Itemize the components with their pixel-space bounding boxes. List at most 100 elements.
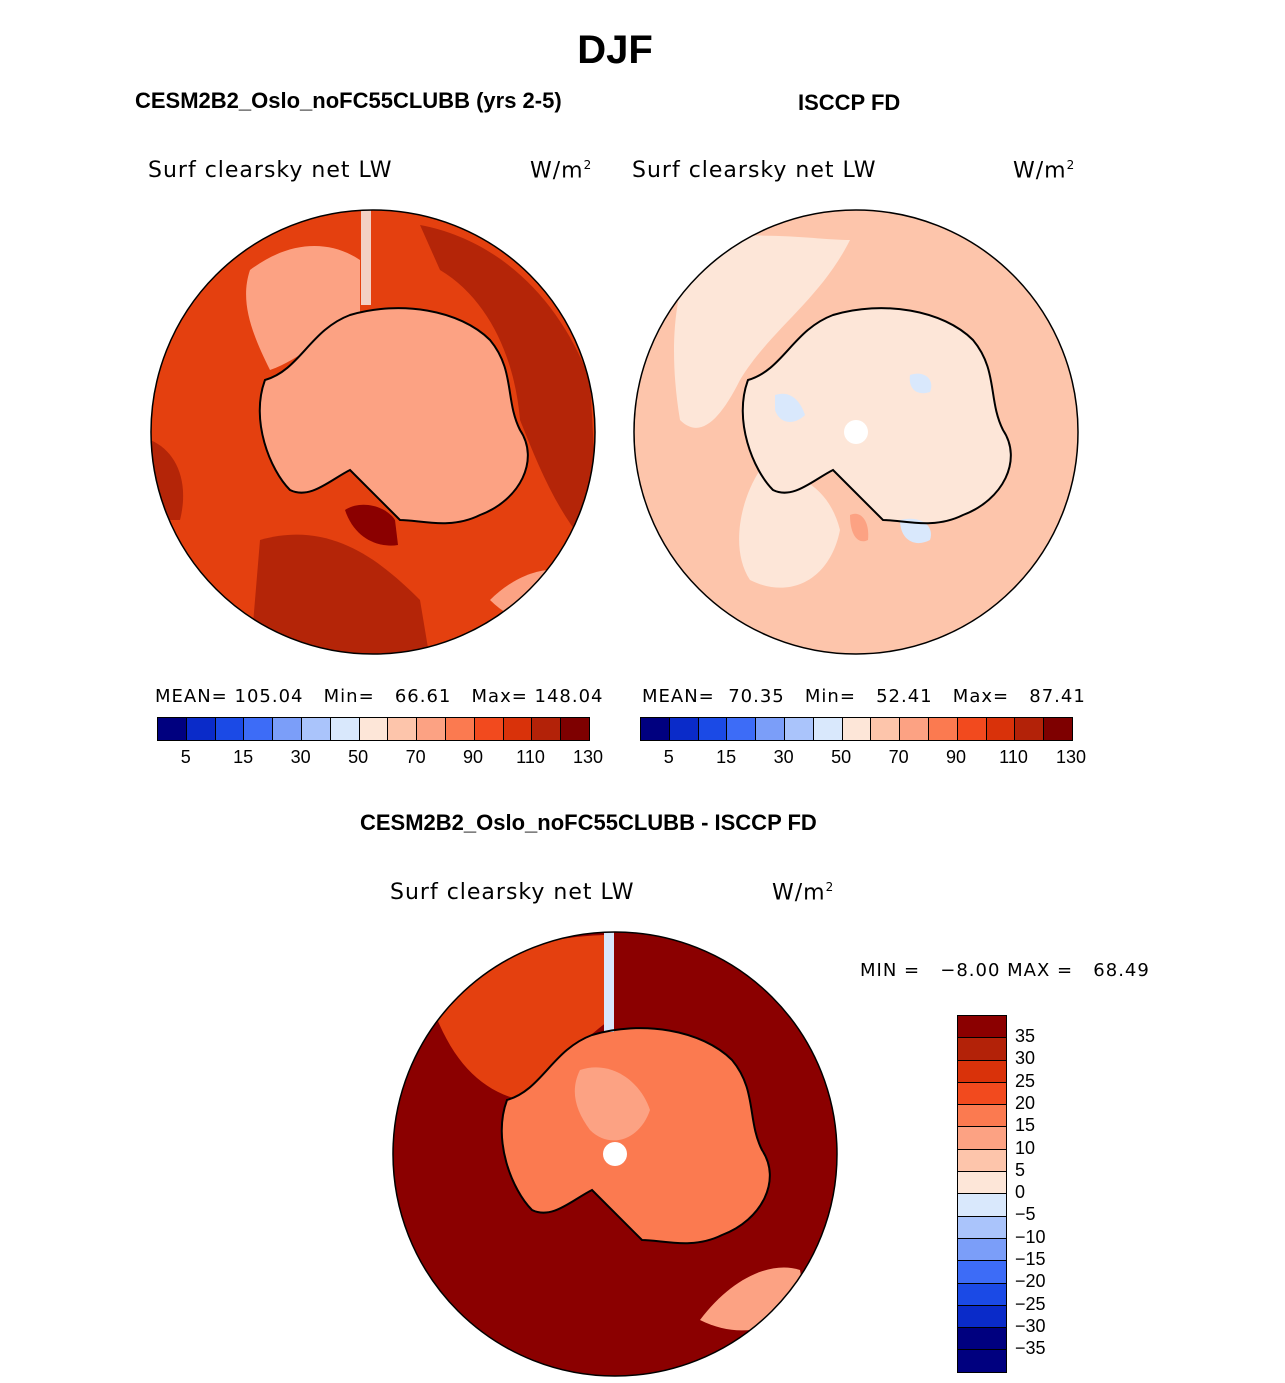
colorbar-swatch — [1044, 718, 1072, 740]
colorbar-tick-label: 70 — [888, 747, 909, 767]
colorbar-tick-label: 90 — [463, 747, 484, 767]
colorbar-tick-label: −5 — [1015, 1204, 1036, 1225]
colorbar-swatch — [474, 718, 504, 740]
colorbar-tick-label: 15 — [233, 747, 254, 767]
colorbar-tick-label: 5 — [1015, 1159, 1026, 1180]
colorbar-swatch — [842, 718, 872, 740]
colorbar-tick-label: 25 — [1015, 1070, 1036, 1091]
colorbar-swatch — [727, 718, 757, 740]
colorbar-swatch — [158, 718, 187, 740]
colorbar-swatch — [958, 1082, 1006, 1106]
colorbar-swatch — [756, 718, 785, 740]
colorbar-swatch — [561, 718, 589, 740]
colorbar-swatch — [958, 1038, 1006, 1061]
colorbar-tick-label: −10 — [1015, 1226, 1046, 1247]
colorbar-swatch — [958, 1261, 1006, 1284]
diff-colorbar — [957, 1015, 1007, 1373]
colorbar-swatch — [958, 1060, 1006, 1083]
colorbar-tick-label: 110 — [999, 747, 1028, 767]
obs-colorbar — [640, 717, 1073, 741]
model-coastline — [258, 307, 529, 525]
colorbar-swatch — [958, 1127, 1006, 1150]
diff-minmax: MIN = −8.00 MAX = 68.49 — [860, 960, 1150, 981]
colorbar-tick-label: −35 — [1015, 1338, 1046, 1359]
season-title: DJF — [577, 28, 653, 72]
colorbar-swatch — [273, 718, 302, 740]
colorbar-swatch — [388, 718, 418, 740]
obs-stats: MEAN= 70.35 Min= 52.41 Max= 87.41 — [642, 686, 1086, 707]
colorbar-swatch — [813, 718, 843, 740]
colorbar-swatch — [503, 718, 533, 740]
colorbar-swatch — [417, 718, 446, 740]
colorbar-swatch — [958, 1216, 1006, 1239]
colorbar-tick-label: 5 — [180, 747, 191, 767]
colorbar-swatch — [900, 718, 929, 740]
colorbar-swatch — [698, 718, 728, 740]
colorbar-tick-label: 30 — [773, 747, 794, 767]
colorbar-swatch — [928, 718, 958, 740]
colorbar-swatch — [958, 1283, 1006, 1306]
colorbar-swatch — [958, 1238, 1006, 1262]
model-map-border — [150, 209, 596, 655]
colorbar-swatch — [958, 1149, 1006, 1173]
colorbar-tick-label: 20 — [1015, 1092, 1036, 1113]
model-variable-label: Surf clearsky net LW — [148, 158, 393, 183]
colorbar-swatch — [532, 718, 562, 740]
model-colorbar — [157, 717, 590, 741]
model-units-label: W/m2 — [530, 158, 593, 184]
colorbar-swatch — [669, 718, 699, 740]
colorbar-tick-label: −20 — [1015, 1271, 1046, 1292]
colorbar-swatch — [957, 718, 987, 740]
colorbar-tick-label: −30 — [1015, 1315, 1046, 1336]
colorbar-swatch — [958, 1105, 1006, 1128]
colorbar-swatch — [244, 718, 274, 740]
colorbar-tick-label: −15 — [1015, 1249, 1046, 1269]
colorbar-swatch — [359, 718, 389, 740]
colorbar-tick-label: 5 — [663, 747, 674, 767]
obs-map-border — [633, 209, 1079, 655]
colorbar-swatch — [958, 1350, 1006, 1372]
colorbar-swatch — [958, 1305, 1006, 1329]
colorbar-swatch — [871, 718, 901, 740]
obs-coastline — [741, 307, 1012, 525]
colorbar-tick-label: 0 — [1015, 1182, 1026, 1203]
colorbar-tick-label: 130 — [1055, 747, 1087, 767]
colorbar-tick-label: −25 — [1015, 1293, 1046, 1314]
colorbar-tick-label: 15 — [1015, 1115, 1036, 1136]
colorbar-tick-label: 110 — [516, 747, 545, 767]
obs-variable-label: Surf clearsky net LW — [632, 158, 877, 183]
colorbar-swatch — [958, 1328, 1006, 1351]
model-title: CESM2B2_Oslo_noFC55CLUBB (yrs 2-5) — [135, 88, 562, 113]
colorbar-tick-label: 50 — [831, 747, 852, 767]
obs-units-label: W/m2 — [1013, 158, 1076, 184]
colorbar-tick-label: 90 — [946, 747, 967, 767]
colorbar-tick-label: 130 — [572, 747, 604, 767]
diff-map — [393, 932, 837, 1376]
colorbar-swatch — [958, 1172, 1006, 1195]
colorbar-swatch — [1015, 718, 1045, 740]
colorbar-tick-label: 50 — [348, 747, 369, 767]
colorbar-swatch — [445, 718, 475, 740]
diff-coastline — [500, 1027, 771, 1245]
colorbar-tick-label: 15 — [716, 747, 737, 767]
colorbar-swatch — [330, 718, 360, 740]
diff-map-border — [392, 931, 838, 1377]
colorbar-swatch — [215, 718, 245, 740]
colorbar-swatch — [986, 718, 1016, 740]
colorbar-swatch — [641, 718, 670, 740]
colorbar-tick-label: 30 — [290, 747, 311, 767]
colorbar-swatch — [186, 718, 216, 740]
colorbar-tick-label: 35 — [1015, 1026, 1036, 1046]
model-stats: MEAN= 105.04 Min= 66.61 Max= 148.04 — [155, 686, 604, 707]
colorbar-tick-label: 70 — [405, 747, 426, 767]
colorbar-swatch — [784, 718, 814, 740]
diff-variable-label: Surf clearsky net LW — [390, 880, 635, 905]
colorbar-swatch — [301, 718, 331, 740]
diff-title: CESM2B2_Oslo_noFC55CLUBB - ISCCP FD — [360, 810, 817, 835]
diff-units-label: W/m2 — [772, 880, 835, 906]
colorbar-tick-label: 30 — [1015, 1048, 1036, 1069]
colorbar-swatch — [958, 1194, 1006, 1217]
colorbar-swatch — [958, 1016, 1006, 1039]
obs-title: ISCCP FD — [798, 90, 901, 115]
